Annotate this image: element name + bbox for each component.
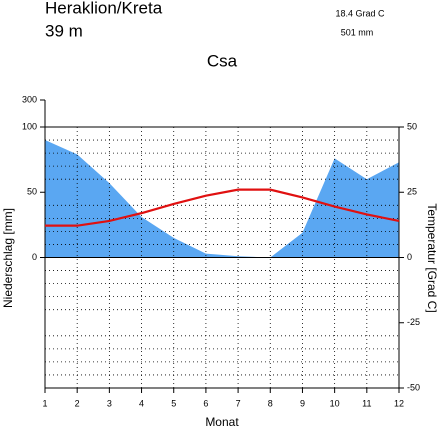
x-tick-label: 12 xyxy=(394,398,404,408)
y2-tick-label: 0 xyxy=(407,252,412,262)
y-tick-label: 300 xyxy=(22,94,37,104)
y2-tick-label: -25 xyxy=(407,317,420,327)
x-tick-label: 8 xyxy=(268,398,273,408)
y-tick-label: 0 xyxy=(32,252,37,262)
x-axis-label: Monat xyxy=(205,415,239,429)
annual-precipitation: 501 mm xyxy=(341,27,374,37)
y2-tick-label: 50 xyxy=(407,121,417,131)
climate-class: Csa xyxy=(207,51,238,70)
x-tick-label: 3 xyxy=(107,398,112,408)
x-tick-label: 11 xyxy=(362,398,371,408)
y2-tick-label: -50 xyxy=(407,382,420,392)
y-tick-label: 100 xyxy=(22,121,37,131)
y2-axis-label: Temperatur [Grad C] xyxy=(425,203,439,312)
x-tick-label: 1 xyxy=(42,398,47,408)
y2-tick-label: 25 xyxy=(407,187,417,197)
y-tick-label: 50 xyxy=(27,187,37,197)
x-tick-label: 4 xyxy=(139,398,144,408)
x-tick-label: 5 xyxy=(171,398,176,408)
temperature-line xyxy=(45,188,400,227)
chart-title: Heraklion/Kreta xyxy=(45,0,163,17)
precipitation-area xyxy=(45,140,399,258)
x-tick-label: 2 xyxy=(75,398,80,408)
mean-temperature: 18.4 Grad C xyxy=(335,8,385,18)
x-tick-label: 9 xyxy=(300,398,305,408)
elevation: 39 m xyxy=(45,21,83,40)
y-axis-label: Niederschlag [mm] xyxy=(1,208,15,308)
x-tick-label: 7 xyxy=(236,398,241,408)
x-tick-label: 10 xyxy=(330,398,340,408)
x-tick-label: 6 xyxy=(203,398,208,408)
